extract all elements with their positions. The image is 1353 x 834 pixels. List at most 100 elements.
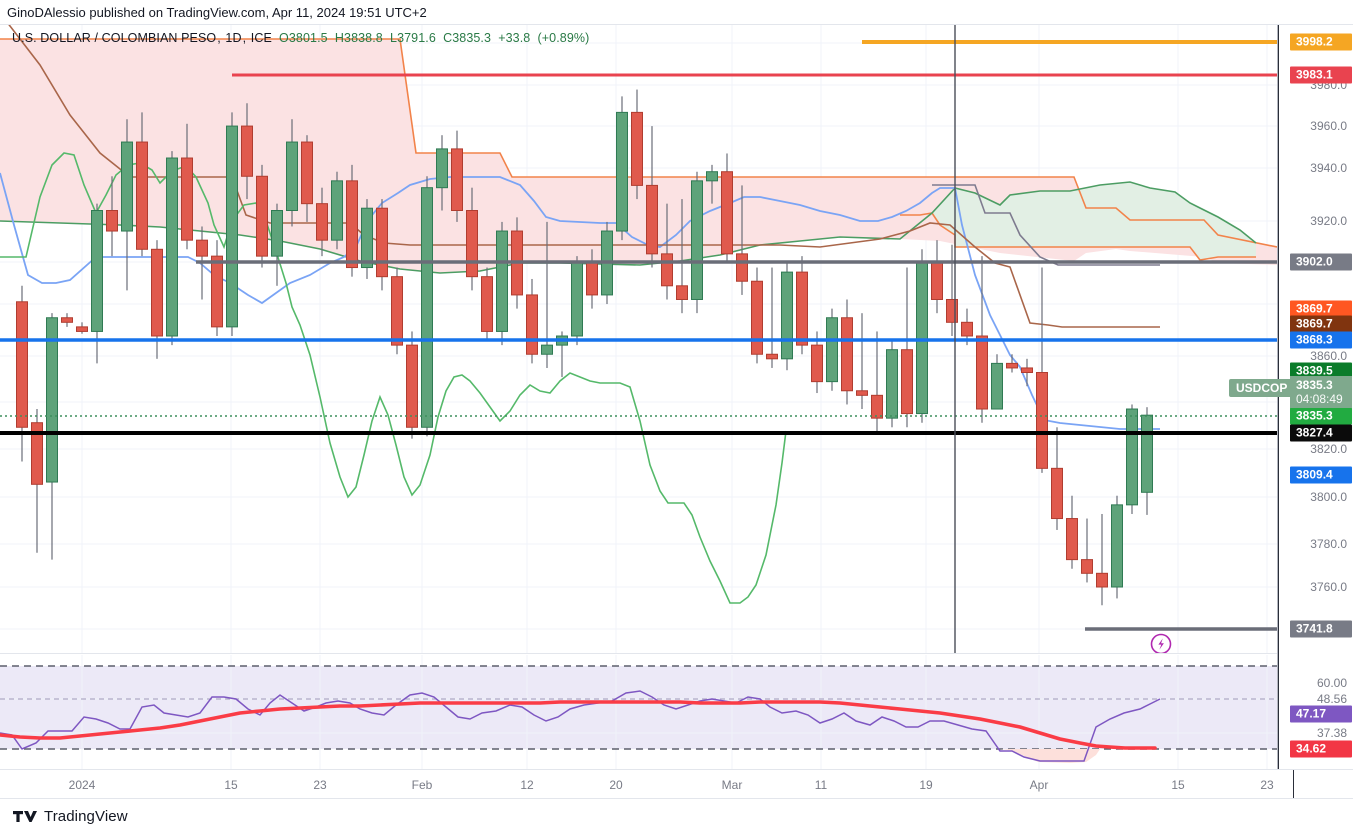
legend-symbol[interactable]: U.S. DOLLAR / COLOMBIAN PESO (12, 31, 217, 45)
pane-divider (0, 653, 1277, 654)
candlestick (541, 221, 553, 368)
senkou-span-b-line (0, 181, 1257, 274)
candlestick (871, 331, 883, 432)
candlestick (376, 199, 388, 291)
price-tag-gray-level: 3902.0 (1290, 253, 1352, 271)
price-axis-tick: 3760.0 (1310, 580, 1347, 594)
countdown-price: 3835.3 (1296, 378, 1333, 392)
rsi-oversold-fill (1000, 749, 1100, 763)
price-tag-orange-ichimoku: 3869.7 (1290, 300, 1352, 318)
time-axis-tick: Mar (721, 778, 743, 792)
price-tag-blue-kijun: 3809.4 (1290, 466, 1352, 484)
price-axis-tick: 3820.0 (1310, 442, 1347, 456)
rsi-line (0, 690, 1161, 762)
chikou-span-line (0, 152, 787, 604)
candlestick (211, 240, 223, 336)
price-tag-red-resistance: 3983.1 (1290, 66, 1352, 84)
price-tag-current-close: 3835.3 (1290, 407, 1352, 425)
time-axis-tick: 15 (224, 778, 238, 792)
candlestick (916, 249, 928, 423)
candlestick (301, 135, 313, 222)
attribution-bar: GinoDAlessio published on TradingView.co… (0, 0, 1353, 25)
countdown-time: 04:08:49 (1296, 392, 1343, 406)
price-axis[interactable]: 3980.0 3960.0 3940.0 3920.0 3860.0 3820.0 3800… (1277, 25, 1353, 769)
candlestick (856, 313, 868, 410)
rsi-axis-tick: 48.56 (1316, 692, 1347, 706)
candlestick (346, 164, 358, 277)
candlestick-series (16, 89, 1153, 606)
candlestick (526, 278, 538, 364)
legend-exchange: ICE (250, 31, 272, 45)
candlestick (706, 164, 718, 204)
price-tag-orange-resistance: 3998.2 (1290, 33, 1352, 51)
senkou-span-a-line (0, 38, 1277, 248)
senkou-span-a-line-right (900, 212, 1256, 261)
time-axis-tick: 20 (609, 778, 623, 792)
price-axis-line (1278, 25, 1279, 769)
lightning-bolt-icon[interactable] (1150, 633, 1172, 654)
price-axis-tick: 3800.0 (1310, 490, 1347, 504)
candlestick (496, 221, 508, 346)
time-axis-tick: 11 (814, 778, 828, 792)
candlestick (826, 308, 838, 391)
legend-high: H3838.8 (334, 31, 383, 45)
candlestick (1096, 513, 1108, 606)
time-axis-tick: 23 (313, 778, 327, 792)
candlestick (991, 354, 1003, 410)
ichimoku-cloud-bullish (932, 182, 1256, 260)
price-chart-pane[interactable] (0, 25, 1277, 653)
candlestick (466, 187, 478, 291)
rsi-indicator-pane[interactable] (0, 655, 1277, 769)
rsi-axis-tick: 37.38 (1316, 726, 1347, 740)
price-axis-tick: 3940.0 (1310, 161, 1347, 175)
candlestick (721, 153, 733, 263)
candlestick (76, 322, 88, 334)
candlestick (256, 164, 268, 268)
legend-low: L3791.6 (390, 31, 436, 45)
candlestick (646, 126, 658, 268)
footer-bar: TradingView (0, 799, 1353, 834)
price-tag-green-senkou: 3839.5 (1290, 362, 1352, 380)
time-axis-tick: 2024 (68, 778, 96, 792)
candlestick (901, 267, 913, 428)
candlestick (661, 203, 673, 300)
candlestick (931, 240, 943, 314)
candlestick (766, 267, 778, 368)
rsi-axis-tick: 60.00 (1316, 676, 1347, 690)
legend-interval[interactable]: 1D (225, 31, 242, 45)
time-axis-current-marker (1293, 770, 1294, 798)
candlestick (136, 112, 148, 257)
legend-change-percent: (+0.89%) (537, 31, 590, 45)
candlestick (166, 151, 178, 346)
candlestick (16, 285, 28, 462)
candlestick (631, 89, 643, 200)
candlestick (1066, 495, 1078, 569)
time-axis[interactable]: 2024 15 23 Feb 12 20 Mar 11 19 Apr 15 23 (0, 769, 1353, 799)
candlestick (1006, 354, 1018, 373)
price-axis-tick: 3920.0 (1310, 214, 1347, 228)
candlestick (1081, 518, 1093, 583)
candlestick (91, 203, 103, 364)
candlestick (751, 267, 763, 364)
legend-open: O3801.5 (279, 31, 328, 45)
brown-ma-line (8, 25, 1160, 328)
rsi-band-fill (0, 666, 1277, 749)
candlestick (736, 185, 748, 295)
candlestick (436, 135, 448, 211)
candlestick (781, 262, 793, 371)
chart-legend[interactable]: U.S. DOLLAR / COLOMBIAN PESO, 1D, ICE O3… (12, 31, 590, 45)
candlestick (226, 112, 238, 336)
price-axis-tick: 3860.0 (1310, 349, 1347, 363)
candlestick (1141, 407, 1153, 515)
rsi-tag-signal: 34.62 (1290, 740, 1352, 758)
candlestick (331, 171, 343, 250)
candlestick (271, 203, 283, 286)
candlestick (616, 96, 628, 241)
legend-change: +33.8 (498, 31, 531, 45)
price-tag-gray-support: 3741.8 (1290, 620, 1352, 638)
candlestick (571, 256, 583, 346)
candlestick (1021, 358, 1033, 387)
time-axis-tick: 12 (520, 778, 534, 792)
candlestick (451, 130, 463, 222)
